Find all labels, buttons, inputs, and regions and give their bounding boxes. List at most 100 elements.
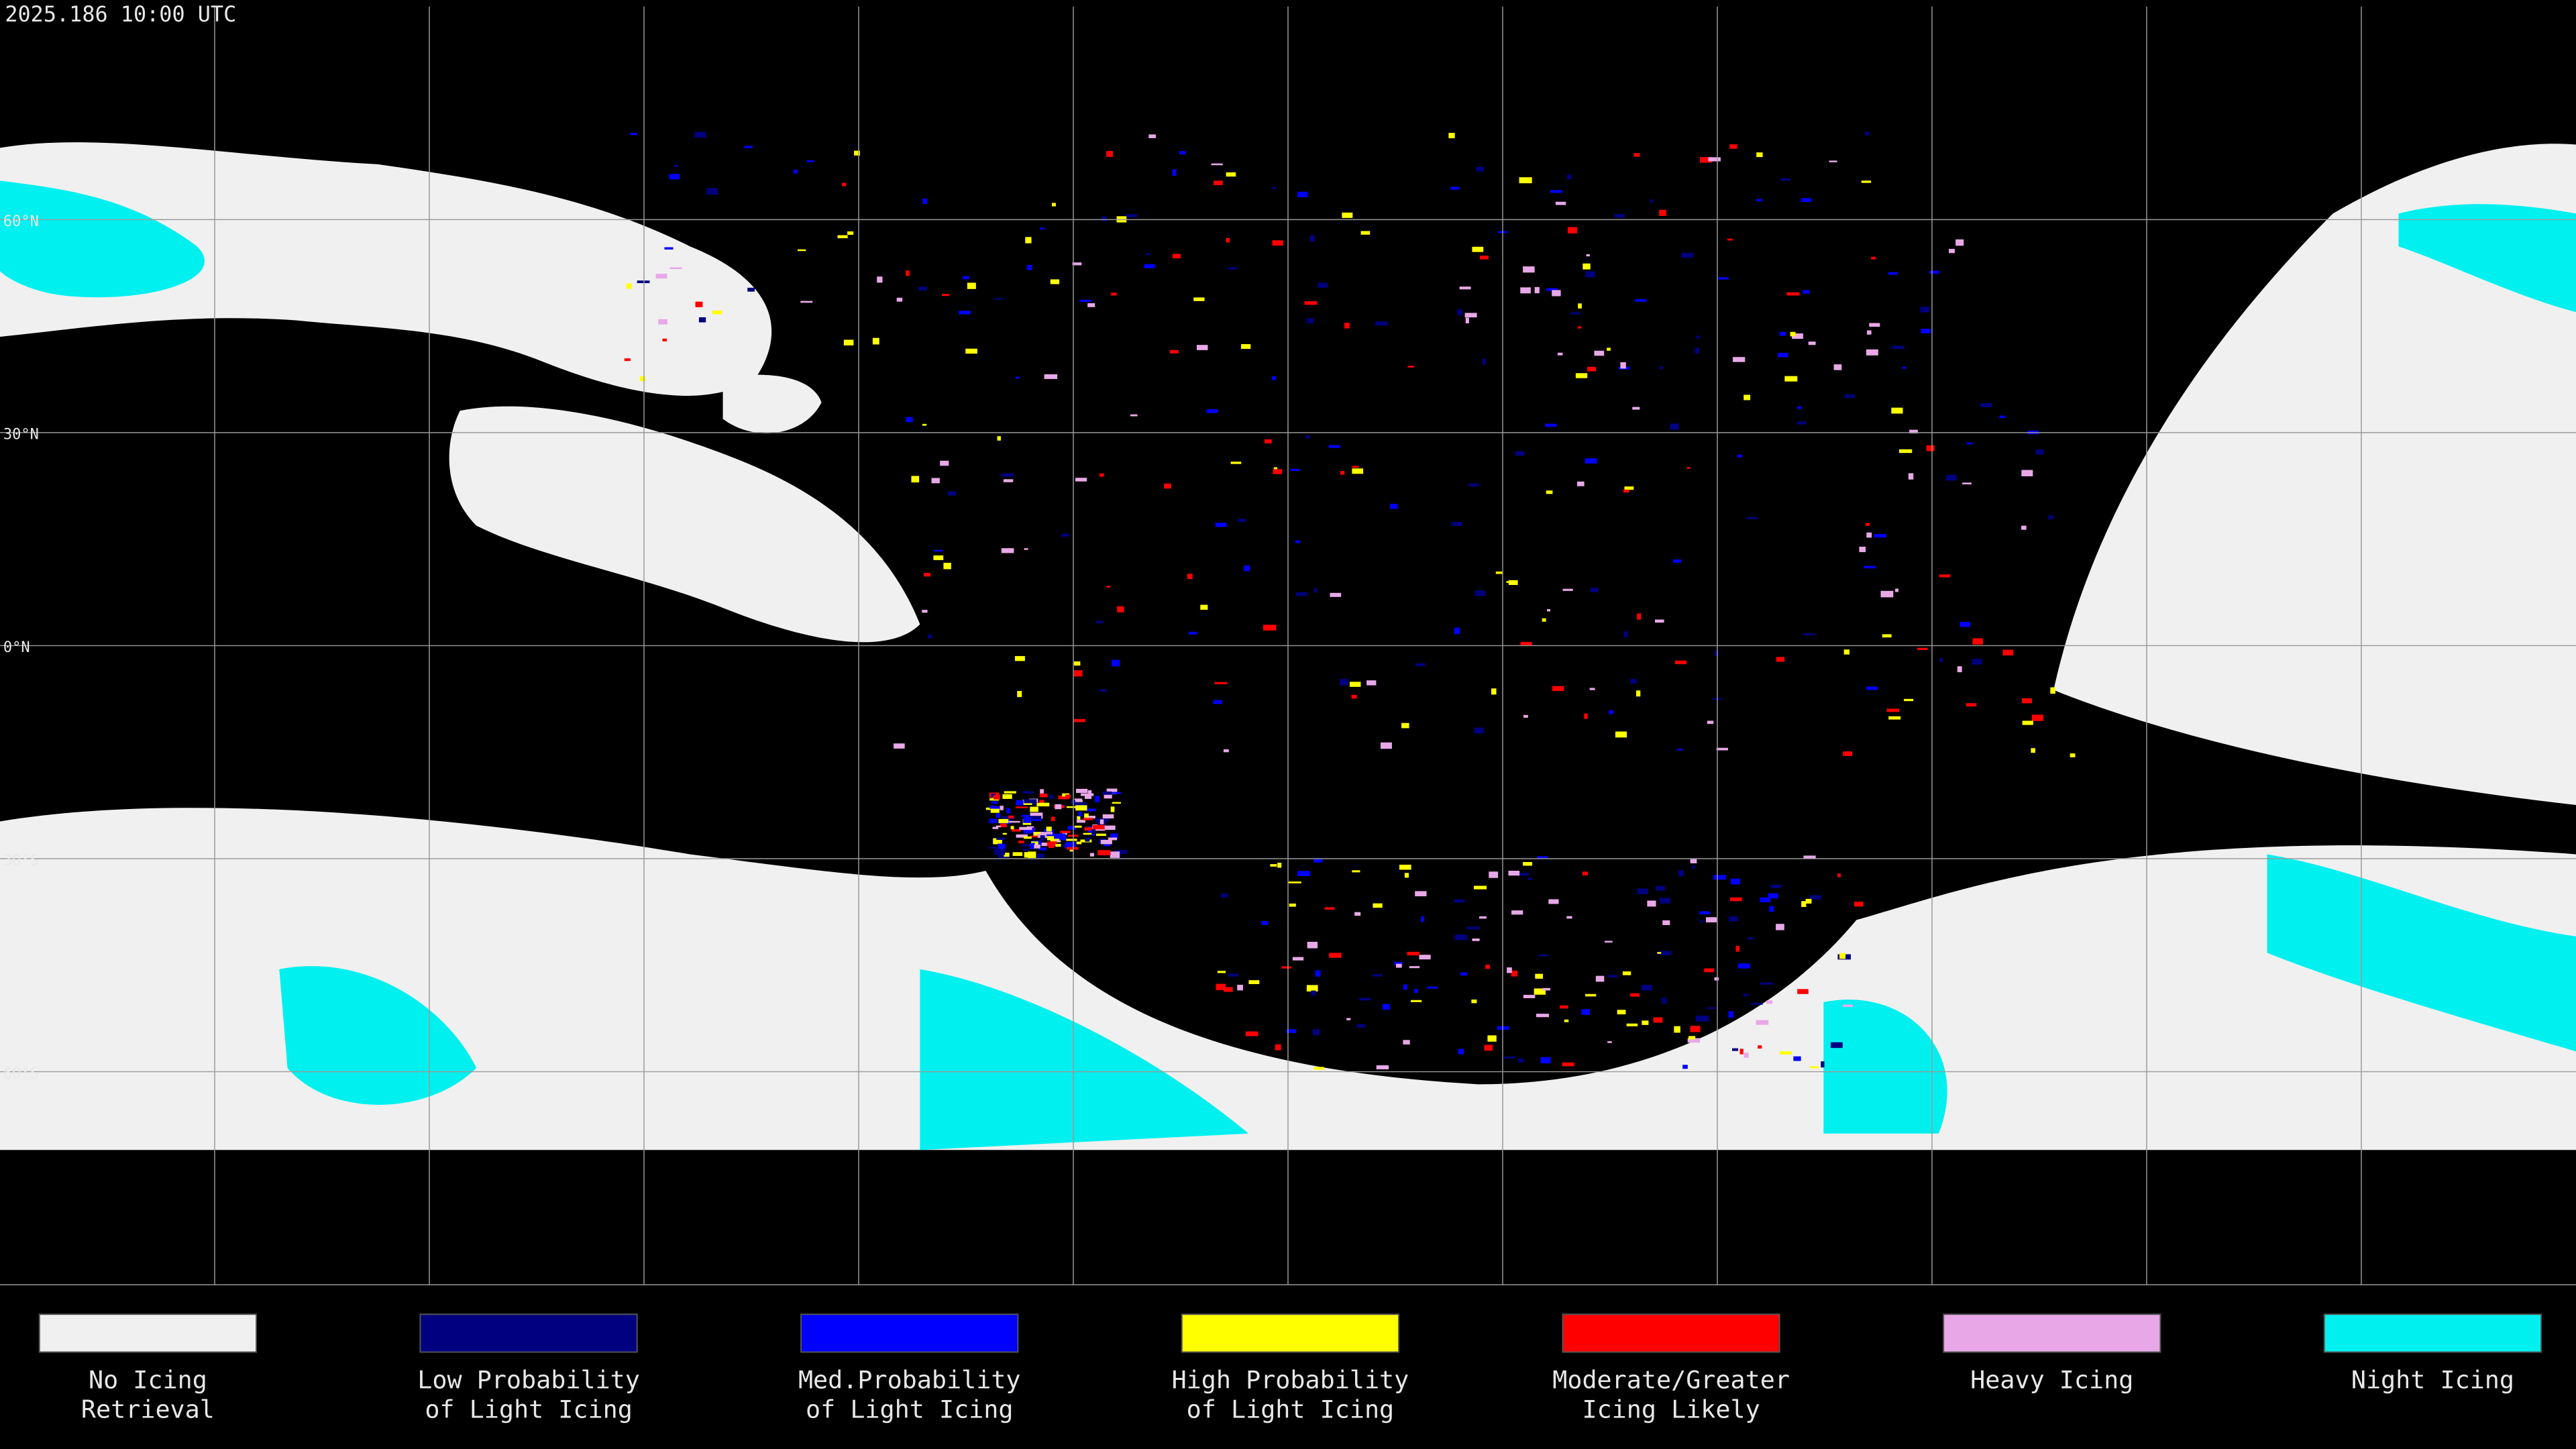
icing-speck: [1803, 633, 1816, 635]
icing-speck: [1633, 153, 1640, 157]
icing-speck: [1865, 523, 1870, 526]
icing-speck: [1002, 833, 1007, 835]
icing-speck: [1555, 201, 1566, 205]
icing-speck: [933, 549, 943, 552]
icing-speck: [1311, 990, 1316, 996]
icing-speck: [1306, 985, 1318, 991]
icing-speck: [2050, 687, 2055, 694]
icing-speck: [1026, 264, 1032, 270]
icing-speck: [1864, 566, 1876, 569]
icing-speck: [664, 247, 674, 250]
icing-speck: [626, 283, 633, 289]
icing-speck: [994, 794, 1001, 800]
icing-speck: [1226, 172, 1236, 177]
icing-speck: [1040, 835, 1045, 841]
icing-speck: [1608, 975, 1618, 977]
icing-speck: [1713, 875, 1726, 880]
icing-speck: [1050, 279, 1060, 284]
icing-speck: [1313, 588, 1318, 593]
icing-speck: [1196, 345, 1208, 350]
icing-speck: [1382, 1004, 1390, 1010]
icing-speck: [1508, 580, 1518, 586]
icing-speck: [911, 476, 920, 483]
icing-speck: [1714, 650, 1719, 657]
icing-speck: [896, 297, 903, 302]
icing-speck: [1796, 406, 1802, 409]
icing-speck: [1346, 1018, 1351, 1020]
icing-speck: [1546, 608, 1551, 612]
icing-speck: [1352, 468, 1364, 474]
icing-speck: [1504, 1056, 1516, 1059]
icing-speck: [1843, 751, 1853, 757]
icing-speck: [1351, 694, 1357, 699]
legend-swatch: [1943, 1313, 2161, 1353]
icing-speck: [1448, 133, 1455, 139]
icing-speck: [1779, 331, 1786, 336]
icing-speck: [1213, 700, 1222, 704]
icing-speck: [1114, 849, 1128, 854]
icing-speck: [1051, 816, 1055, 821]
icing-speck: [1028, 816, 1042, 820]
icing-speck: [639, 376, 645, 381]
icing-speck: [1216, 983, 1226, 990]
icing-speck: [1084, 813, 1089, 818]
icing-speck: [1609, 710, 1614, 714]
icing-speck: [1921, 329, 1931, 333]
icing-speck: [1545, 423, 1557, 427]
icing-speck: [1756, 199, 1763, 201]
icing-speck: [1833, 364, 1842, 370]
icing-speck: [1886, 708, 1900, 712]
icing-speck: [1690, 859, 1697, 863]
icing-speck: [1396, 963, 1402, 968]
icing-speck: [1688, 1036, 1696, 1040]
icing-speck: [922, 423, 927, 426]
icing-speck: [1586, 254, 1590, 257]
icing-speck: [1075, 788, 1088, 793]
night-cloud: [0, 180, 205, 298]
icing-speck: [1062, 831, 1067, 835]
icing-speck: [1012, 852, 1023, 856]
icing-speck: [669, 267, 682, 270]
icing-speck: [1908, 473, 1914, 480]
icing-speck: [1089, 853, 1095, 857]
icing-speck: [1805, 898, 1812, 904]
icing-speck: [712, 310, 722, 315]
icing-speck: [1271, 376, 1276, 380]
icing-speck: [1376, 1065, 1389, 1070]
icing-speck: [1632, 407, 1640, 410]
legend-label: Moderate/Greater: [1552, 1365, 1790, 1394]
icing-speck: [1036, 802, 1050, 806]
icing-speck: [1756, 1020, 1769, 1025]
icing-speck: [1148, 134, 1157, 138]
icing-speck: [1217, 971, 1226, 973]
icing-speck: [1770, 885, 1782, 888]
icing-speck: [1413, 989, 1418, 993]
icing-speck: [1957, 666, 1962, 673]
icing-speck: [1769, 906, 1774, 912]
icing-speck: [994, 806, 1002, 810]
icing-speck: [894, 743, 905, 749]
icing-speck: [655, 274, 667, 279]
icing-speck: [1067, 847, 1079, 850]
icing-speck: [1653, 1017, 1663, 1023]
icing-speck: [1117, 606, 1124, 612]
icing-speck: [1650, 199, 1654, 203]
icing-speck: [2022, 720, 2033, 725]
legend-swatch: [1562, 1313, 1780, 1353]
icing-speck: [1099, 819, 1104, 824]
legend-label: Retrieval: [81, 1395, 215, 1424]
icing-speck: [1324, 907, 1335, 910]
icing-speck: [1304, 301, 1318, 305]
icing-speck: [1675, 660, 1687, 665]
icing-speck: [1427, 986, 1438, 989]
icing-speck: [1265, 439, 1272, 443]
icing-speck: [1780, 178, 1791, 181]
icing-speck: [1360, 231, 1371, 235]
icing-speck: [1661, 998, 1667, 1004]
icing-speck: [989, 847, 999, 849]
icing-speck: [1801, 901, 1807, 907]
icing-speck: [1092, 824, 1105, 830]
icing-speck: [1595, 975, 1605, 982]
